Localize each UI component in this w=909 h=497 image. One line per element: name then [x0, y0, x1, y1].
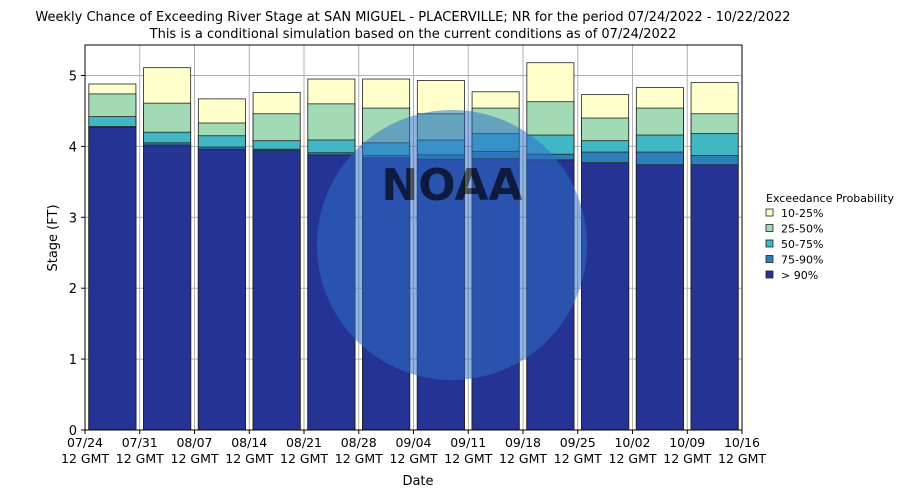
x-tick-label: 08/21 — [286, 435, 322, 450]
x-tick-label: 12 GMT — [444, 451, 492, 466]
x-axis-label: Date — [402, 474, 433, 489]
x-tick-label: 12 GMT — [554, 451, 602, 466]
y-tick-label: 5 — [69, 69, 77, 84]
legend-entry: 50-75% — [781, 238, 823, 251]
y-tick-label: 4 — [69, 140, 77, 155]
legend-entry: 25-50% — [781, 223, 823, 236]
x-tick-label: 12 GMT — [499, 451, 547, 466]
chart-subtitle: This is a conditional simulation based o… — [149, 27, 677, 42]
legend-title: Exceedance Probability — [766, 192, 894, 205]
x-tick-label: 08/14 — [231, 435, 267, 450]
x-tick-label: 08/07 — [176, 435, 212, 450]
legend-entry: 10-25% — [781, 207, 823, 220]
bar--90- — [581, 162, 630, 431]
legend-swatch — [765, 270, 774, 279]
bar--90- — [143, 144, 192, 431]
legend: Exceedance Probability 10-25% 25-50% 50-75… — [765, 192, 894, 282]
x-tick-label: 09/04 — [395, 435, 431, 450]
x-tick-label: 12 GMT — [335, 451, 383, 466]
chart-title: Weekly Chance of Exceeding River Stage a… — [35, 10, 790, 25]
x-tick-label: 12 GMT — [390, 451, 438, 466]
bar--90- — [635, 164, 684, 431]
x-tick-label: 10/09 — [669, 435, 705, 450]
x-tick-label: 12 GMT — [718, 451, 766, 466]
legend-entry: 75-90% — [781, 254, 823, 267]
x-tick-label: 09/18 — [505, 435, 541, 450]
y-axis: 0 1 2 3 4 5 — [69, 69, 85, 439]
x-tick-label: 10/02 — [614, 435, 650, 450]
x-tick-label: 12 GMT — [663, 451, 711, 466]
svg-text:NOAA: NOAA — [381, 160, 522, 211]
legend-entry: > 90% — [781, 269, 818, 282]
legend-swatch — [765, 239, 774, 248]
x-tick-label: 07/31 — [122, 435, 158, 450]
legend-swatch — [765, 255, 774, 263]
noaa-watermark-logo: NOAA — [317, 110, 587, 380]
bar--90- — [252, 150, 301, 431]
y-tick-label: 3 — [69, 211, 77, 226]
x-tick-label: 12 GMT — [280, 451, 328, 466]
x-tick-label: 09/11 — [450, 435, 486, 450]
y-axis-label: Stage (FT) — [46, 204, 61, 271]
legend-swatch — [765, 208, 774, 217]
x-tick-label: 12 GMT — [116, 451, 164, 466]
x-tick-label: 07/24 — [67, 435, 103, 450]
x-tick-label: 09/25 — [560, 435, 596, 450]
x-tick-label: 12 GMT — [225, 451, 273, 466]
y-tick-label: 0 — [69, 424, 77, 439]
x-tick-label: 10/16 — [724, 435, 760, 450]
bar--90- — [88, 126, 137, 431]
legend-swatch — [765, 224, 774, 232]
y-tick-label: 2 — [69, 282, 77, 297]
x-tick-label: 12 GMT — [609, 451, 657, 466]
x-tick-label: 08/28 — [341, 435, 377, 450]
bar--90- — [197, 148, 246, 431]
x-tick-label: 12 GMT — [61, 451, 109, 466]
x-tick-label: 12 GMT — [171, 451, 219, 466]
bar--90- — [690, 164, 739, 431]
y-tick-label: 1 — [69, 353, 77, 368]
